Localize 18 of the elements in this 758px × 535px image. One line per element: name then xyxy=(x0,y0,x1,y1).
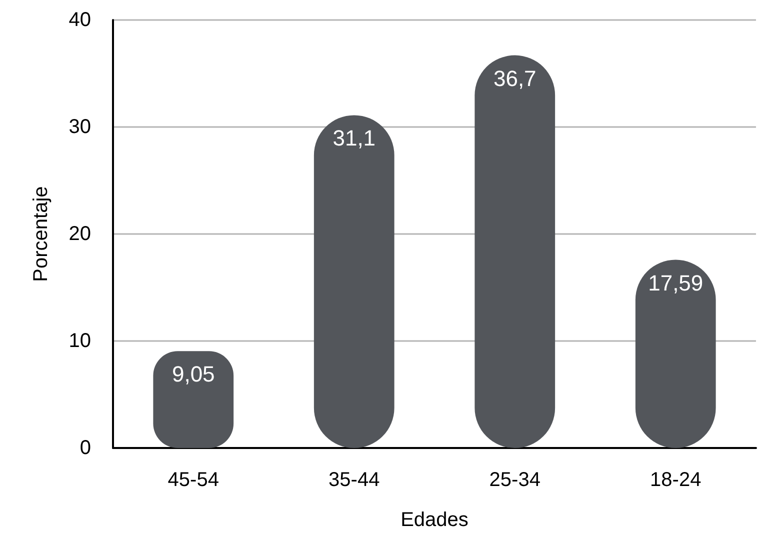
data-label: 36,7 xyxy=(493,66,536,91)
data-label: 17,59 xyxy=(648,270,704,296)
bar xyxy=(314,115,394,448)
x-tick-label: 35-44 xyxy=(328,469,380,491)
x-axis-title: Edades xyxy=(400,509,468,531)
y-axis-title: Porcentaje xyxy=(30,186,52,282)
bar xyxy=(474,55,556,448)
bar xyxy=(153,351,234,448)
x-tick-label: 45-54 xyxy=(168,469,219,491)
x-tick-label: 18-24 xyxy=(650,469,702,491)
y-tick-label: 30 xyxy=(68,116,91,138)
x-tick-label: 25-34 xyxy=(489,469,540,491)
y-tick-label: 10 xyxy=(68,330,91,352)
data-label: 31,1 xyxy=(332,126,376,151)
y-tick-label: 40 xyxy=(68,9,91,31)
y-tick-label: 20 xyxy=(68,223,91,245)
data-label: 9,05 xyxy=(172,362,215,387)
y-tick-label: 0 xyxy=(80,437,91,459)
